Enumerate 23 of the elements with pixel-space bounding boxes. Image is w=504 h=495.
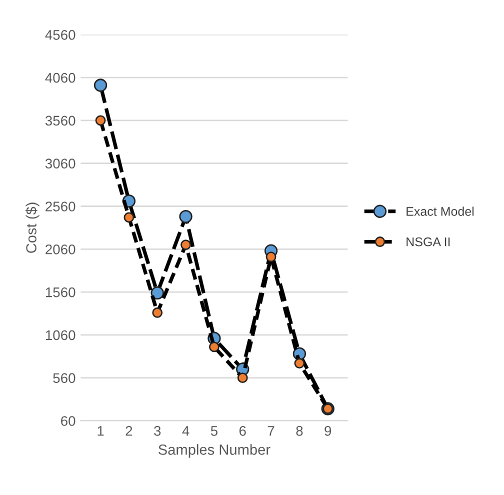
- x-tick-label: 9: [324, 426, 332, 436]
- y-tick-label: 3060: [45, 158, 76, 169]
- x-tick-label: 7: [268, 426, 274, 436]
- x-tick-label: 8: [296, 426, 303, 436]
- y-tick-label: 1560: [46, 287, 76, 298]
- legend-label: NSGA II: [406, 237, 450, 246]
- y-tick-label: 2560: [46, 202, 76, 212]
- x-tick-label: 2: [126, 426, 132, 436]
- x-tick-label: 3: [154, 426, 161, 436]
- y-tick-label: 560: [53, 373, 76, 384]
- y-tick-label: 1060: [46, 330, 76, 340]
- y-tick-label: 3560: [45, 116, 76, 126]
- y-tick-label: 4060: [45, 72, 76, 83]
- x-tick-label: 5: [210, 426, 218, 436]
- y-tick-label: 2060: [46, 244, 76, 254]
- x-axis-title: Samples Number: [158, 444, 270, 458]
- y-tick-label: 4560: [45, 30, 76, 40]
- x-tick-label: 6: [239, 426, 246, 436]
- legend-label: Exact Model: [406, 206, 474, 216]
- x-tick-label: 4: [182, 426, 190, 436]
- y-tick-label: 60: [61, 416, 76, 426]
- x-tick-label: 1: [98, 426, 104, 436]
- y-axis-title: Cost ($): [26, 202, 40, 253]
